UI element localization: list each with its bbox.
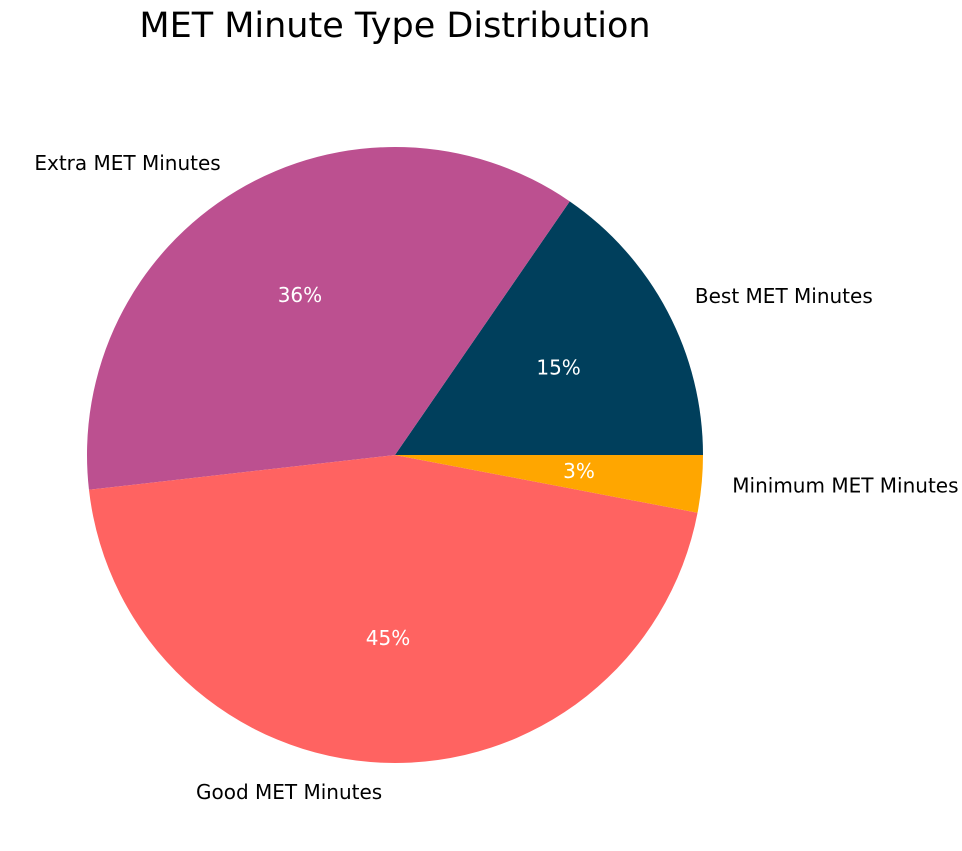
pie-slice-extra-met-minutes <box>86 147 570 490</box>
pie-slice-minimum-met-minutes <box>395 455 703 513</box>
pie-slices <box>86 147 703 763</box>
slice-label-minimum-met-minutes: Minimum MET Minutes <box>732 473 958 497</box>
pct-label-best-met-minutes: 15% <box>536 356 580 380</box>
pie-labels: Best MET Minutes 15% Extra MET Minutes 36% G… <box>34 151 958 804</box>
pct-label-minimum-met-minutes: 3% <box>563 459 595 483</box>
chart-title: MET Minute Type Distribution <box>139 6 650 46</box>
pie-slice-good-met-minutes <box>88 455 698 763</box>
pct-label-extra-met-minutes: 36% <box>278 283 322 307</box>
slice-label-good-met-minutes: Good MET Minutes <box>196 780 382 804</box>
slice-label-extra-met-minutes: Extra MET Minutes <box>34 151 220 175</box>
slice-label-best-met-minutes: Best MET Minutes <box>695 284 873 308</box>
pie-slice-best-met-minutes <box>395 201 703 455</box>
pct-label-good-met-minutes: 45% <box>366 626 410 650</box>
